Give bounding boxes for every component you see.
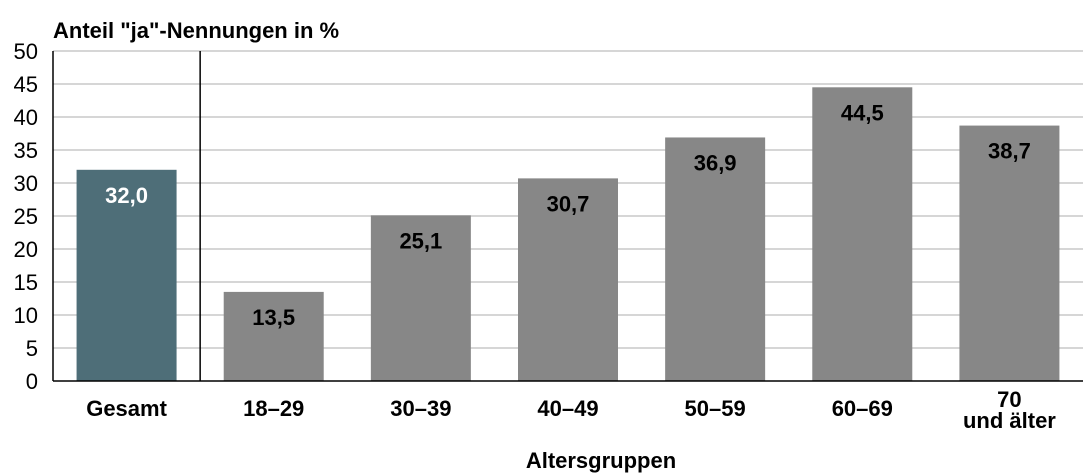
bars <box>76 87 1060 382</box>
y-tick-label: 45 <box>14 72 38 97</box>
y-tick-label: 10 <box>14 303 38 328</box>
y-tick-labels: 0 5 10 15 20 25 30 35 40 45 50 <box>14 39 38 394</box>
x-tick-label: 30–39 <box>390 396 451 421</box>
bar <box>518 178 618 381</box>
axes <box>52 51 1083 382</box>
bar-total <box>76 169 177 381</box>
data-label: 25,1 <box>399 228 442 253</box>
x-tick-label: 70 <box>997 387 1021 412</box>
x-tick-label: 18–29 <box>243 396 304 421</box>
bar <box>812 87 913 382</box>
x-tick-label: 60–69 <box>832 396 893 421</box>
data-label: 36,9 <box>694 150 737 175</box>
data-label: 38,7 <box>988 139 1031 164</box>
y-tick-label: 20 <box>14 237 38 262</box>
data-label: 30,7 <box>547 191 590 216</box>
x-tick-label: und älter <box>963 408 1056 433</box>
bar <box>665 137 766 381</box>
y-tick-label: 5 <box>26 336 38 361</box>
data-labels: 32,0 13,5 25,1 30,7 36,9 44,5 38,7 <box>105 100 1031 330</box>
data-label: 13,5 <box>252 305 295 330</box>
x-tick-label: Gesamt <box>86 396 167 421</box>
y-tick-label: 30 <box>14 171 38 196</box>
x-tick-label: 50–59 <box>685 396 746 421</box>
y-tick-label: 15 <box>14 270 38 295</box>
y-tick-label: 0 <box>26 369 38 394</box>
y-tick-label: 40 <box>14 105 38 130</box>
y-tick-label: 50 <box>14 39 38 64</box>
x-axis-label: Altersgruppen <box>526 448 676 473</box>
data-label: 44,5 <box>841 100 884 125</box>
bar <box>223 291 324 381</box>
bar <box>370 215 471 381</box>
y-tick-label: 35 <box>14 138 38 163</box>
y-tick-label: 25 <box>14 204 38 229</box>
data-label: 32,0 <box>105 183 148 208</box>
chart-title: Anteil "ja"-Nennungen in % <box>53 18 339 43</box>
bar <box>959 125 1060 381</box>
x-tick-label: 40–49 <box>537 396 598 421</box>
